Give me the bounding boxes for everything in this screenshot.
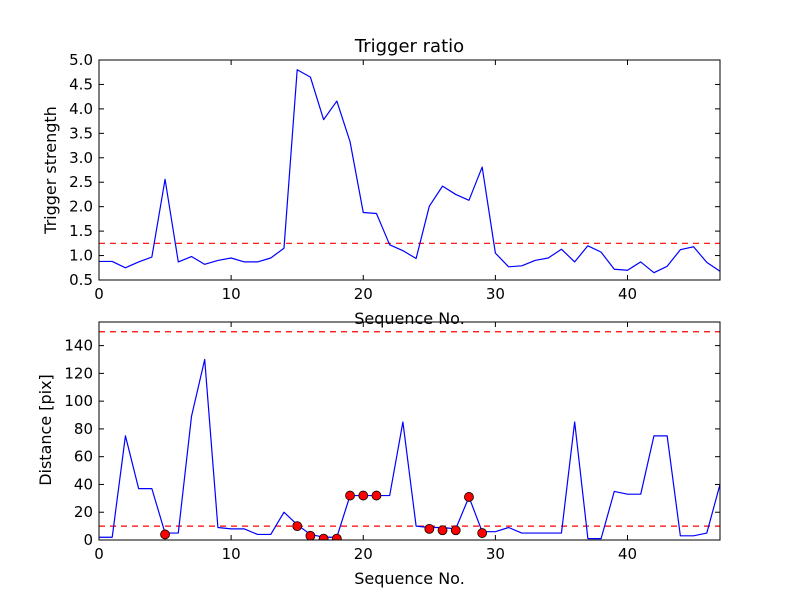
data-point	[358, 490, 369, 501]
axis-ticks: 0 10 20 30 40 0.5 1.0 1.5 2.0 2.5 3.0 3.5 4.0 4.5 5.0	[69, 51, 720, 303]
series-line	[99, 358, 720, 540]
y-tick-label: 100	[64, 392, 93, 410]
data-point	[160, 529, 170, 540]
y-tick-label: 140	[64, 337, 93, 355]
y-axis-label-wrap: Trigger strength	[41, 106, 60, 235]
y-tick-label: 5.0	[69, 51, 93, 69]
plot-marks	[99, 331, 720, 540]
trigger-ratio-plot: Trigger ratio Trigger strength Sequence …	[41, 36, 721, 328]
y-axis-label: Trigger strength	[41, 106, 60, 235]
y-tick-label: 80	[74, 420, 93, 438]
y-tick-label: 120	[64, 364, 93, 382]
distance-plot: Distance [pix] Sequence No. 0 10 20 30 40 0 20…	[36, 321, 721, 588]
x-axis-label: Sequence No.	[354, 569, 465, 588]
y-tick-label: 40	[74, 475, 93, 493]
data-point	[318, 533, 329, 540]
y-tick-label: 1.0	[69, 247, 93, 265]
x-tick-label: 20	[354, 545, 373, 563]
data-point	[424, 523, 435, 534]
data-point	[450, 525, 461, 536]
x-tick-label: 0	[94, 285, 104, 303]
y-axis-label: Distance [pix]	[36, 374, 55, 486]
data-point	[477, 528, 488, 538]
x-tick-label: 40	[618, 285, 637, 303]
y-tick-label: 1.5	[69, 222, 93, 240]
data-point	[371, 490, 382, 501]
x-tick-label: 40	[618, 545, 637, 563]
y-tick-label: 4.0	[69, 100, 93, 118]
plot-marks	[99, 69, 720, 274]
y-tick-label: 2.0	[69, 198, 93, 216]
x-tick-label: 10	[222, 545, 241, 563]
axis-ticks: 0 10 20 30 40 0 20 40 60 80 100 120 140	[64, 322, 720, 563]
y-axis-label-wrap: Distance [pix]	[36, 374, 55, 486]
x-tick-label: 10	[222, 285, 241, 303]
data-point	[345, 490, 355, 501]
x-axis-label: Sequence No.	[354, 309, 465, 328]
y-tick-label: 0.5	[69, 271, 93, 289]
x-tick-label: 30	[486, 545, 505, 563]
x-tick-label: 0	[94, 545, 104, 563]
data-point	[331, 533, 342, 540]
plot-frame	[98, 321, 721, 541]
series-line	[99, 69, 720, 274]
y-tick-label: 3.5	[69, 124, 93, 142]
data-point	[437, 525, 448, 536]
y-tick-label: 0	[83, 531, 93, 549]
y-tick-label: 4.5	[69, 75, 93, 93]
data-point	[292, 521, 303, 532]
y-tick-label: 20	[74, 503, 93, 521]
x-tick-label: 30	[486, 285, 505, 303]
y-tick-label: 3.0	[69, 149, 93, 167]
plot-frame	[98, 59, 721, 281]
x-tick-label: 20	[354, 285, 373, 303]
chart-title: Trigger ratio	[354, 36, 464, 57]
data-point	[464, 492, 474, 502]
y-tick-label: 2.5	[69, 173, 93, 191]
y-tick-label: 60	[74, 448, 93, 466]
data-point	[305, 530, 316, 540]
